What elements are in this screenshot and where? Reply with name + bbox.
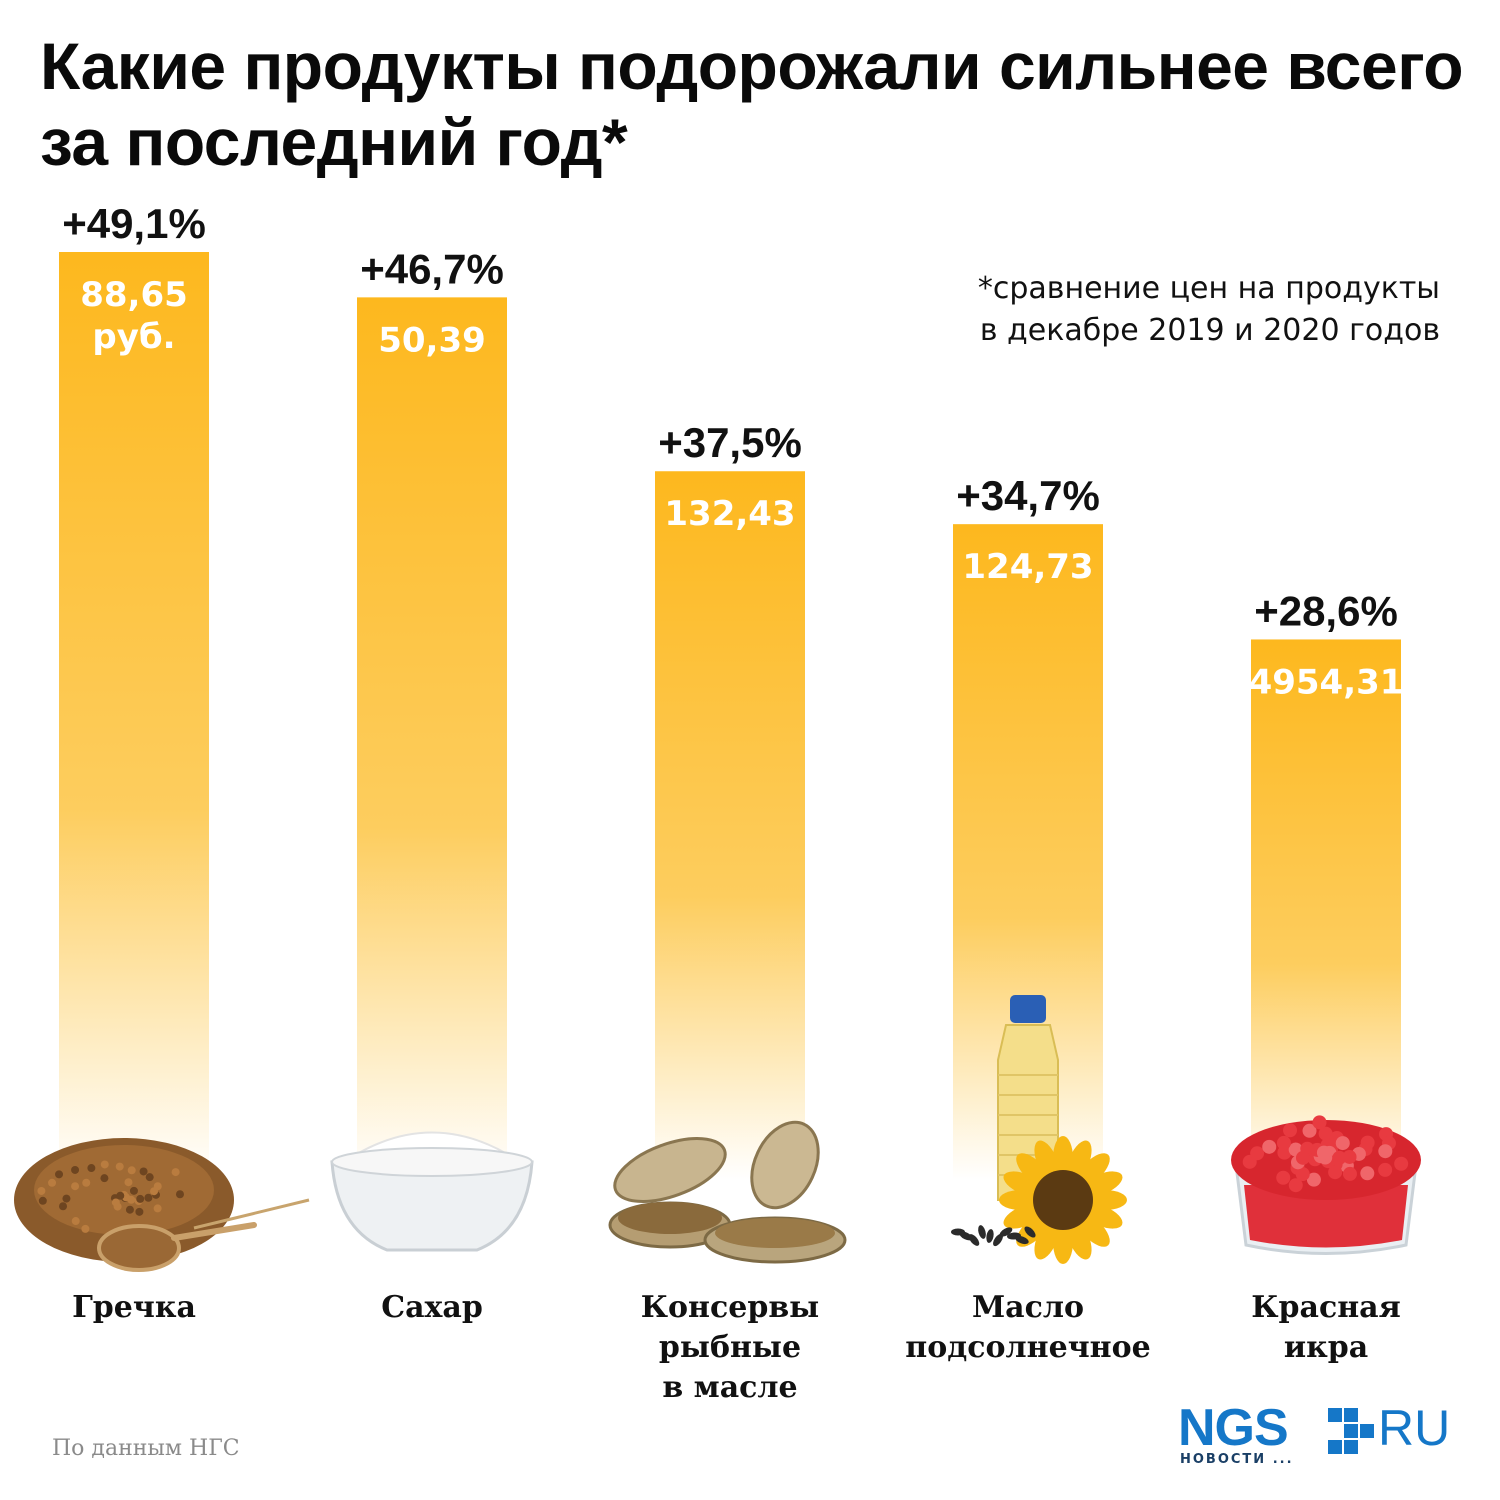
category-label-line: Консервы рыбные bbox=[640, 1290, 820, 1365]
price-label: 4954,31 bbox=[1249, 662, 1404, 702]
category-label-line: икра bbox=[1283, 1330, 1369, 1365]
category-label-line: Красная bbox=[1251, 1290, 1401, 1325]
value-label: +49,1% bbox=[62, 200, 206, 247]
category-label-line: в масле bbox=[662, 1370, 798, 1405]
price-label: руб. bbox=[92, 317, 175, 357]
canned-fish-icon bbox=[608, 1120, 847, 1264]
buckwheat-icon bbox=[14, 1138, 310, 1272]
red-caviar-icon bbox=[1231, 1115, 1421, 1255]
price-label: 50,39 bbox=[378, 320, 486, 360]
value-label: +34,7% bbox=[956, 472, 1100, 519]
footnote-line-2: в декабре 2019 и 2020 годов bbox=[979, 313, 1440, 348]
sunflower-oil-icon bbox=[951, 995, 1127, 1264]
bar-group: +46,7% 50,39 bbox=[357, 245, 507, 1180]
bar-group: +37,5% 132,43 bbox=[655, 419, 805, 1180]
bar bbox=[59, 252, 209, 1180]
price-label: 124,73 bbox=[962, 547, 1093, 587]
bar bbox=[1251, 639, 1401, 1180]
sugar-bowl-icon bbox=[330, 1131, 534, 1252]
logo-subtitle: НОВОСТИ ... bbox=[1180, 1452, 1294, 1467]
category-label: Сахар bbox=[267, 1288, 597, 1328]
category-label-line: Сахар bbox=[381, 1290, 483, 1325]
category-label: Масло подсолнечное bbox=[863, 1288, 1193, 1368]
footnote-line-1: *сравнение цен на продукты bbox=[977, 271, 1440, 306]
price-label: 88,65 bbox=[80, 275, 188, 315]
source-note: По данным НГС bbox=[52, 1436, 240, 1461]
category-label: Гречка bbox=[0, 1288, 299, 1328]
value-label: +37,5% bbox=[658, 419, 802, 466]
logo-squares-icon bbox=[1328, 1408, 1374, 1454]
bar-group: +28,6% 4954,31 bbox=[1249, 587, 1404, 1180]
category-label-line: Гречка bbox=[72, 1290, 196, 1325]
footnote: *сравнение цен на продукты в декабре 201… bbox=[978, 268, 1440, 352]
category-label-line: подсолнечное bbox=[905, 1330, 1151, 1365]
logo-wordmark: NGS bbox=[1178, 1399, 1289, 1457]
ngs-logo[interactable]: NGS RU НОВОСТИ ... bbox=[1178, 1400, 1468, 1470]
category-label: Консервы рыбные в масле bbox=[565, 1288, 895, 1408]
category-label: Красная икра bbox=[1161, 1288, 1491, 1368]
category-label-line: Масло bbox=[971, 1290, 1085, 1325]
chart-title: Какие продукты подорожали сильнее всего … bbox=[40, 29, 1464, 179]
bar bbox=[357, 297, 507, 1180]
logo-suffix: RU bbox=[1378, 1400, 1451, 1456]
value-label: +46,7% bbox=[360, 245, 504, 292]
bar bbox=[655, 471, 805, 1180]
price-label: 132,43 bbox=[664, 494, 795, 534]
value-label: +28,6% bbox=[1254, 587, 1398, 634]
